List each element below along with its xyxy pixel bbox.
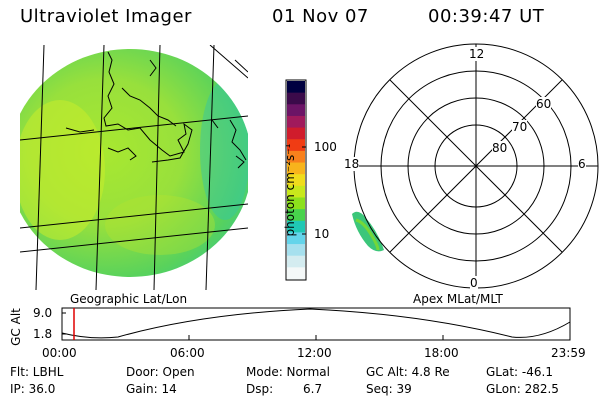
- colorbar-cell: [287, 255, 305, 268]
- mlat-label-60: 60: [536, 97, 552, 111]
- colorbar-cell: [287, 220, 305, 233]
- polar-plot: [352, 43, 599, 289]
- mlt-label-0: 0: [470, 276, 478, 290]
- time-tick-0000: 00:00: [42, 346, 77, 360]
- time-tick-1800: 18:00: [424, 346, 459, 360]
- lat-lon-grid: [20, 45, 248, 290]
- coastline: [65, 51, 247, 169]
- gc-altitude-value: GC Alt: 4.8 Re: [366, 365, 450, 379]
- colorbar-cell: [287, 162, 305, 175]
- filter-value: Flt: LBHL: [10, 365, 64, 379]
- mlt-label-12: 12: [469, 47, 485, 61]
- colorbar-cell: [287, 81, 305, 94]
- observation-date: 01 Nov 07: [272, 6, 369, 27]
- time-tick-1200: 12:00: [297, 346, 332, 360]
- colorbar-cell: [287, 232, 305, 245]
- geographic-label: Geographic Lat/Lon: [70, 292, 188, 306]
- colorbar-cell: [287, 174, 305, 187]
- colorbar-cell: [287, 185, 305, 198]
- instrument-title: Ultraviolet Imager: [20, 6, 192, 27]
- apex-label: Apex MLat/MLT: [413, 292, 503, 306]
- mlt-label-6: 6: [578, 157, 586, 171]
- colorbar-cell: [287, 267, 305, 280]
- colorbar-cell: [287, 104, 305, 117]
- glat-value: GLat: -46.1: [486, 365, 553, 379]
- glon-value: GLon: 282.5: [486, 382, 559, 396]
- colorbar-cell: [287, 209, 305, 222]
- earth-disk: [20, 45, 248, 290]
- colorbar-tick-100: 100: [314, 140, 337, 154]
- ip-value: IP: 36.0: [10, 382, 56, 396]
- mlt-label-18: 18: [344, 157, 360, 171]
- colorbar: [285, 79, 307, 281]
- colorbar-cell: [287, 139, 305, 152]
- colorbar-cell: [287, 150, 305, 164]
- alt-tick-1-8: 1.8: [33, 327, 53, 341]
- time-tick-2359: 23:59: [551, 346, 586, 360]
- dsp-value: 6.7: [303, 382, 323, 396]
- gain-value: Gain: 14: [126, 382, 177, 396]
- mlat-label-80: 80: [492, 141, 508, 155]
- colorbar-cell: [287, 127, 305, 140]
- mode-value: Mode: Normal: [246, 365, 330, 379]
- alt-tick-9: 9.0: [33, 306, 53, 320]
- colorbar-cell: [287, 244, 305, 257]
- dsp-label: Dsp:: [246, 382, 274, 396]
- time-tick-0600: 06:00: [170, 346, 205, 360]
- observation-time: 00:39:47 UT: [428, 6, 545, 27]
- altitude-axis-label: GC Alt: [9, 308, 23, 346]
- colorbar-tick-10: 10: [314, 227, 330, 241]
- mlat-label-70: 70: [512, 120, 528, 134]
- door-value: Door: Open: [126, 365, 195, 379]
- colorbar-cell: [287, 197, 305, 210]
- altitude-curve: [61, 308, 571, 339]
- colorbar-cell: [287, 115, 305, 129]
- sequence-value: Seq: 39: [366, 382, 412, 396]
- colorbar-cell: [287, 92, 305, 105]
